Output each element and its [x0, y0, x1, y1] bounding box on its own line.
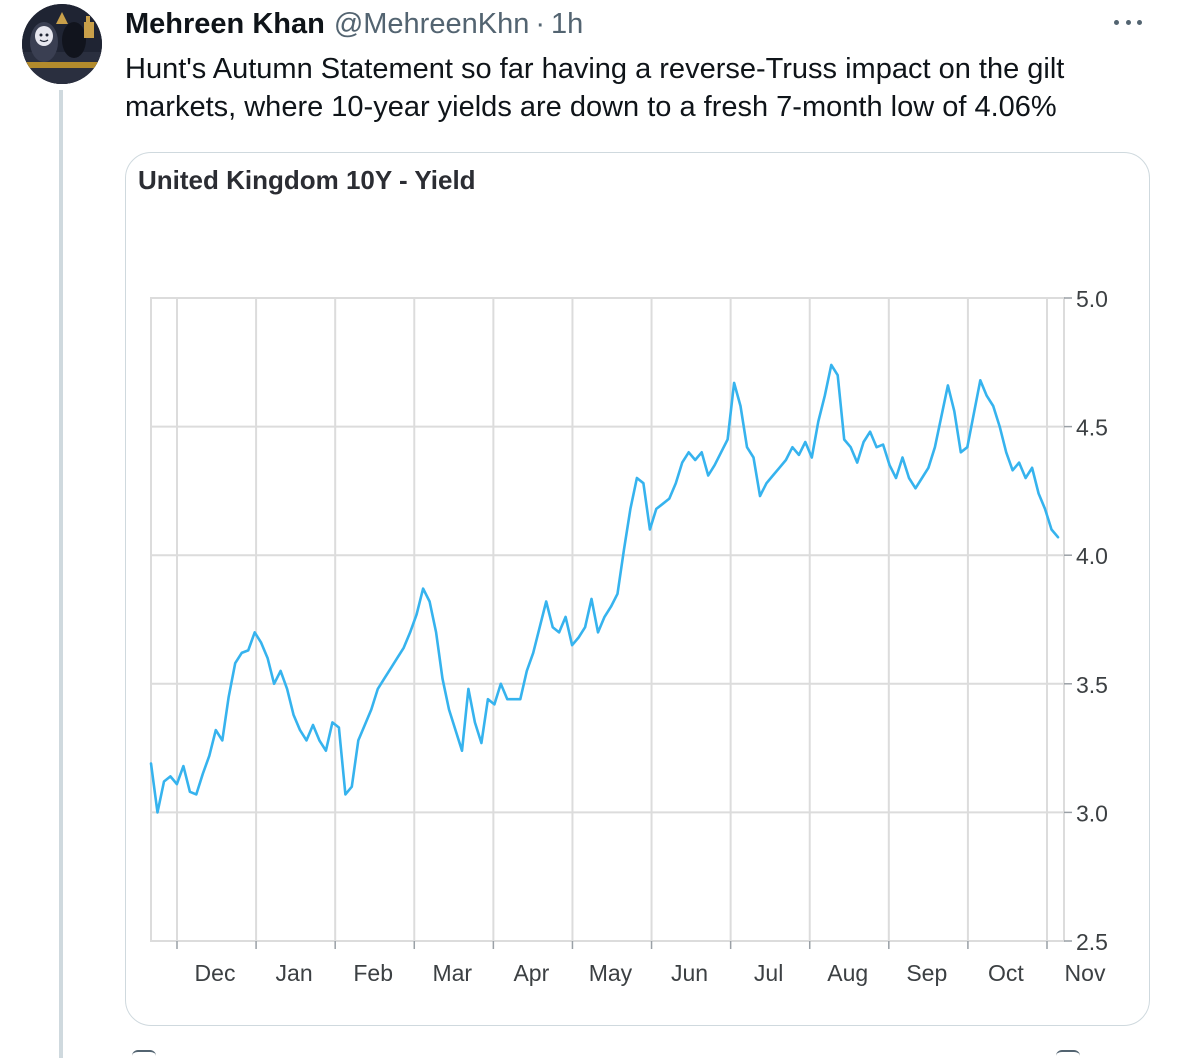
- y-tick-label: 3.0: [1076, 800, 1108, 826]
- x-tick-label: Dec: [195, 960, 236, 986]
- more-dot: [1114, 19, 1119, 25]
- reply-icon-edge: [132, 1050, 156, 1058]
- more-options-icon[interactable]: [1110, 8, 1146, 36]
- x-tick-label: May: [589, 960, 633, 986]
- x-tick-label: Apr: [513, 960, 549, 986]
- y-tick-label: 5.0: [1076, 286, 1108, 312]
- y-tick-label: 2.5: [1076, 929, 1108, 955]
- share-icon-edge: [1056, 1050, 1080, 1058]
- yield-series-line: [149, 363, 1060, 814]
- x-tick-label: Aug: [827, 960, 868, 986]
- x-tick-label: Jun: [671, 960, 708, 986]
- chart-title: United Kingdom 10Y - Yield: [138, 165, 476, 195]
- x-tick-label: Jul: [754, 960, 783, 986]
- author-name[interactable]: Mehreen Khan: [125, 7, 325, 40]
- more-dot: [1137, 19, 1142, 25]
- x-tick-label: Nov: [1065, 960, 1106, 986]
- tweet-media-card[interactable]: United Kingdom 10Y - Yield 5.0 4.5 4.0 3.5 3…: [125, 152, 1150, 1026]
- x-tick-label: Mar: [432, 960, 472, 986]
- line-chart: 5.0 4.5 4.0 3.5 3.0 2.5 Dec Jan Feb Mar Apr May Jun J…: [149, 286, 1108, 986]
- tweet-text: Hunt's Autumn Statement so far having a …: [125, 53, 1065, 123]
- x-tick-label: Jan: [276, 960, 313, 986]
- x-tick-label: Oct: [988, 960, 1024, 986]
- y-tick-label: 4.5: [1076, 415, 1108, 441]
- y-tick-label: 4.0: [1076, 543, 1108, 569]
- avatar-image: [22, 4, 102, 84]
- plot-frame: [150, 297, 1065, 942]
- x-tick-label: Feb: [353, 960, 393, 986]
- y-tick-label: 3.5: [1076, 672, 1108, 698]
- tweet-header: Mehreen Khan @MehreenKhn · 1h: [125, 6, 583, 42]
- more-dot: [1125, 19, 1131, 25]
- thread-line: [59, 90, 63, 1058]
- x-tick-label: Sep: [906, 960, 947, 986]
- separator-dot: ·: [535, 7, 545, 40]
- avatar[interactable]: [22, 4, 102, 84]
- author-handle[interactable]: @MehreenKhn: [333, 7, 530, 40]
- tweet-time[interactable]: 1h: [551, 7, 584, 40]
